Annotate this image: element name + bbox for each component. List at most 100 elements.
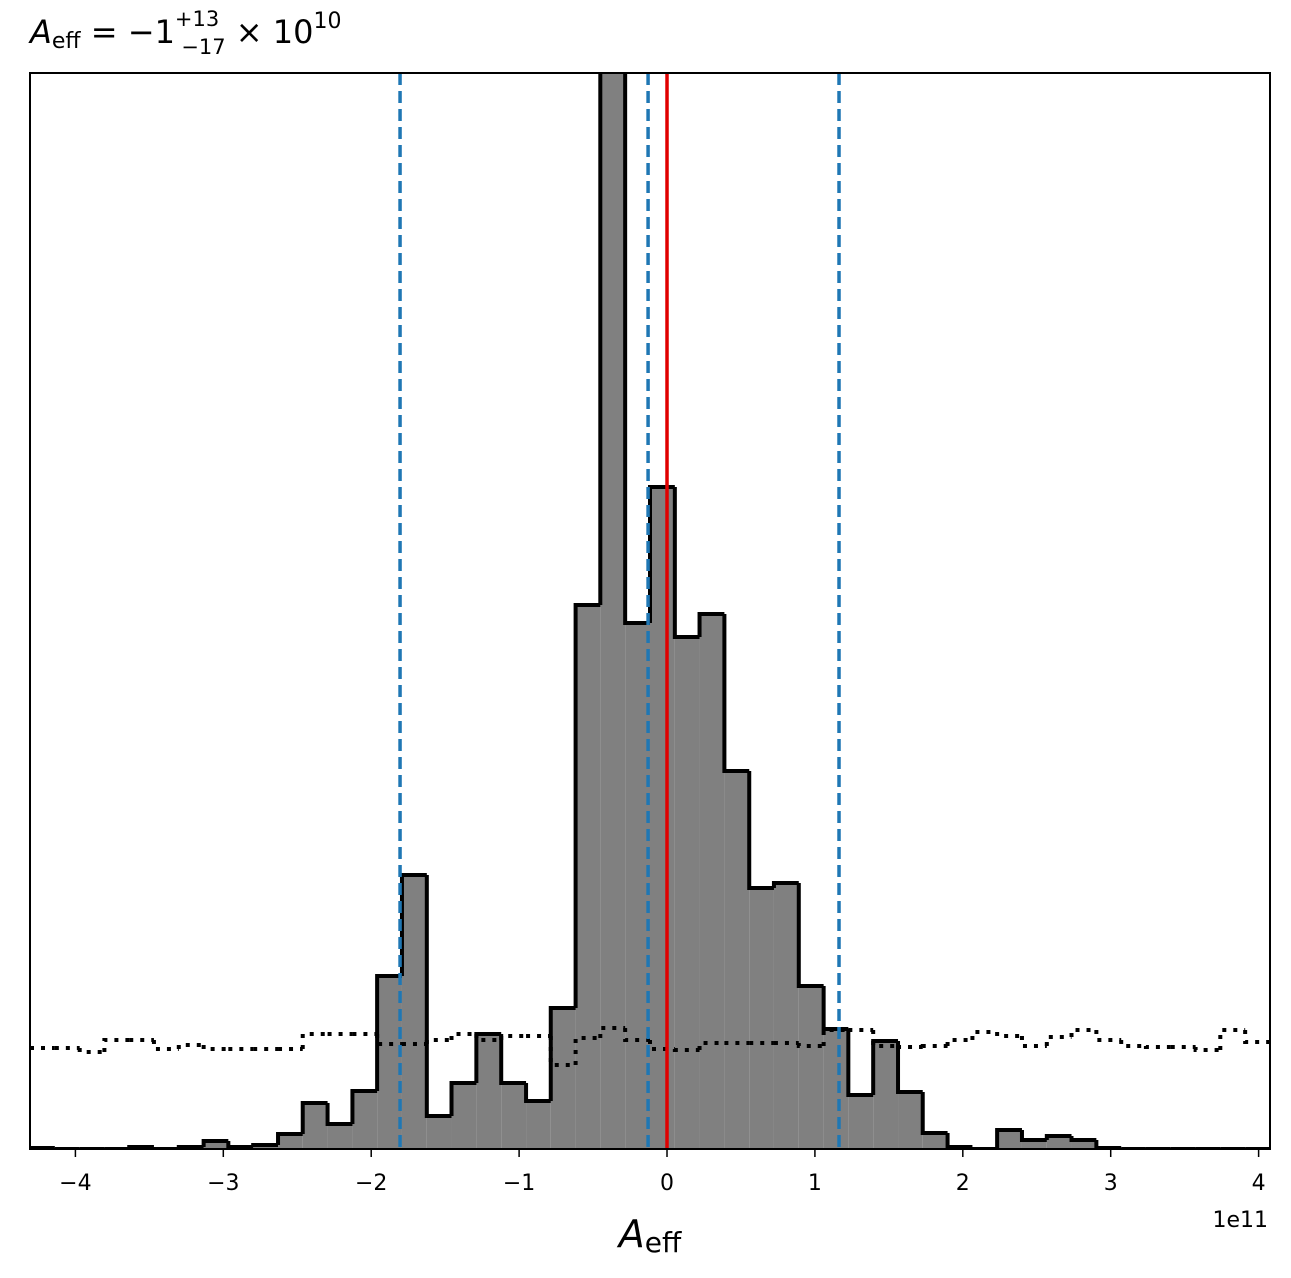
axes-frame — [29, 72, 1271, 1150]
bar — [773, 883, 799, 1149]
title-eq: = −1 — [81, 13, 175, 51]
prior-step — [920, 1044, 948, 1048]
prior-step — [102, 1038, 130, 1052]
bar — [501, 1083, 527, 1149]
title-sub: eff — [52, 29, 82, 54]
x-tick-label: 4 — [1252, 1171, 1266, 1196]
prior-step — [995, 1032, 1022, 1038]
prior-step — [474, 1034, 502, 1042]
prior-step — [623, 1028, 650, 1042]
x-tick-label: 3 — [1104, 1171, 1118, 1196]
bar-outline — [325, 1103, 353, 1126]
prior-step — [1143, 1045, 1171, 1049]
prior-step — [697, 1041, 725, 1050]
bar — [898, 1092, 923, 1149]
bar-outline — [524, 1083, 551, 1103]
prior-step — [796, 1043, 824, 1048]
bar — [997, 1130, 1022, 1149]
prior-step — [375, 1034, 402, 1046]
x-tick-label: −4 — [59, 1171, 91, 1196]
prior-step — [598, 1026, 626, 1038]
bar-outline — [276, 1132, 303, 1145]
prior-step — [1119, 1040, 1146, 1048]
prior-step — [201, 1045, 229, 1051]
x-tick-label: −3 — [207, 1171, 239, 1196]
bar-outline — [350, 1089, 378, 1124]
title-times: × 10 — [226, 13, 314, 51]
prior-step — [896, 1045, 923, 1049]
bar — [823, 1029, 849, 1149]
bar — [798, 986, 824, 1149]
bar-outline — [1094, 1140, 1122, 1149]
bar — [1021, 1140, 1047, 1149]
prior-step — [449, 1032, 477, 1040]
bar-outline — [1069, 1136, 1097, 1142]
xlabel-symbol: A — [616, 1212, 645, 1256]
bar — [600, 73, 626, 1149]
prior-step — [970, 1030, 998, 1040]
xlabel-sub: eff — [645, 1226, 682, 1259]
plot-area — [30, 73, 1270, 1149]
bar — [1046, 1136, 1072, 1149]
bar-outline — [375, 974, 402, 1091]
bar — [575, 605, 601, 1149]
prior-step — [548, 1036, 576, 1067]
prior-step — [176, 1043, 204, 1049]
bar-outline — [399, 873, 427, 976]
bar — [352, 1091, 378, 1149]
x-tick-label: 2 — [956, 1171, 970, 1196]
bar-outline — [771, 881, 799, 888]
prior-step — [300, 1032, 328, 1049]
prior-step — [1044, 1035, 1072, 1046]
bar-outline — [573, 603, 601, 1008]
bar — [699, 614, 725, 1149]
bar — [426, 1116, 452, 1149]
bar-outline — [920, 1092, 948, 1135]
bar — [873, 1041, 899, 1149]
prior-step — [151, 1040, 179, 1051]
x-tick-label: −1 — [503, 1171, 535, 1196]
bar — [526, 1101, 551, 1149]
bar — [674, 637, 700, 1149]
prior-step — [77, 1048, 105, 1054]
prior-step — [945, 1038, 973, 1046]
bar — [650, 487, 675, 1149]
bar-outline — [300, 1101, 328, 1134]
bar — [377, 976, 402, 1149]
bar-outline — [846, 1029, 874, 1097]
bar-outline — [995, 1128, 1022, 1149]
bar — [922, 1133, 948, 1149]
bar — [1071, 1140, 1097, 1149]
bar — [625, 623, 650, 1149]
bar-outline — [970, 1147, 998, 1149]
bar-outline — [747, 771, 774, 890]
bar-outline — [151, 1147, 179, 1149]
bar-outline — [623, 73, 650, 625]
bar — [327, 1124, 353, 1149]
x-tick-label: 1 — [808, 1171, 822, 1196]
bar — [302, 1103, 328, 1149]
bar — [203, 1141, 229, 1149]
title-exp: 10 — [313, 9, 341, 34]
bar — [278, 1134, 303, 1149]
prior-step — [1243, 1030, 1270, 1044]
bar-outline — [226, 1141, 254, 1149]
prior-step — [1193, 1047, 1221, 1052]
x-tick-label: 0 — [660, 1171, 674, 1196]
bar-outline — [796, 883, 824, 988]
bar — [476, 1034, 502, 1149]
bar-outline — [499, 1034, 527, 1085]
bar-outline — [672, 487, 700, 639]
prior-step — [1094, 1030, 1122, 1042]
bar — [451, 1083, 477, 1149]
prior-step — [1019, 1036, 1047, 1048]
prior-step — [1218, 1028, 1246, 1050]
bar-outline — [945, 1133, 973, 1149]
bar-outline — [1019, 1130, 1047, 1142]
prior-step — [499, 1034, 527, 1040]
bar-outline — [722, 614, 750, 773]
x-axis-label: Aeff — [616, 1212, 682, 1260]
bar — [724, 771, 750, 1149]
bar-outline — [424, 875, 452, 1118]
title-sup: +13 — [175, 7, 219, 31]
